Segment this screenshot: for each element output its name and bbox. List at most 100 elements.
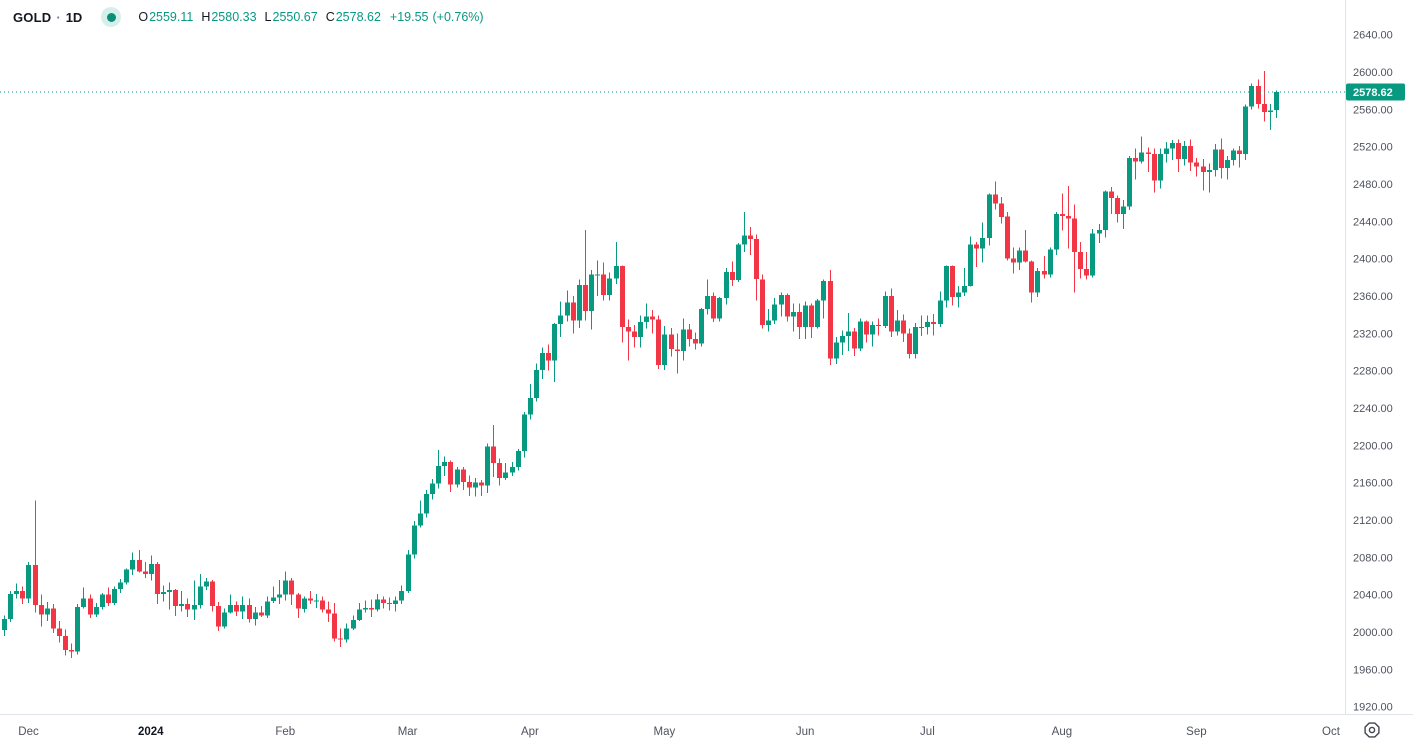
candle bbox=[1194, 157, 1199, 177]
candle bbox=[736, 242, 741, 283]
candle bbox=[344, 623, 349, 643]
candle bbox=[461, 466, 466, 491]
candle bbox=[167, 582, 172, 610]
current-price-value: 2578.62 bbox=[1353, 87, 1393, 99]
candle bbox=[485, 443, 490, 493]
ohlc-readout: O 2559.11 H 2580.33 L 2550.67 C 2578.62 … bbox=[138, 10, 483, 24]
candle bbox=[198, 574, 203, 609]
candle bbox=[161, 585, 166, 602]
price-tick-label: 2360.00 bbox=[1353, 291, 1393, 303]
timeframe-label[interactable]: 1D bbox=[65, 9, 83, 25]
candle bbox=[620, 265, 625, 343]
candle bbox=[546, 344, 551, 371]
candle bbox=[864, 320, 869, 343]
time-scale[interactable]: Dec 2024 Feb Mar Apr May Jun Jul Aug Sep Oct bbox=[18, 726, 1340, 738]
candle bbox=[748, 227, 753, 255]
candle bbox=[907, 328, 912, 359]
price-scale[interactable]: 2640.00 2600.00 2560.00 2520.00 2480.00 2440.… bbox=[1353, 30, 1393, 714]
month-label: Feb bbox=[275, 726, 295, 738]
candle bbox=[503, 463, 508, 480]
month-label: Oct bbox=[1322, 726, 1341, 738]
price-tick-label: 2400.00 bbox=[1353, 254, 1393, 266]
candle bbox=[39, 594, 44, 627]
candle bbox=[234, 601, 239, 617]
candle bbox=[809, 303, 814, 339]
candle bbox=[363, 600, 368, 613]
month-label: Aug bbox=[1052, 726, 1072, 738]
candle bbox=[840, 330, 845, 355]
candle bbox=[1103, 190, 1108, 238]
candle bbox=[705, 279, 710, 315]
price-tick-label: 2480.00 bbox=[1353, 179, 1393, 191]
candle bbox=[149, 555, 154, 581]
candle bbox=[20, 586, 25, 605]
symbol-title[interactable]: GOLD bbox=[13, 9, 52, 25]
candle bbox=[1017, 247, 1022, 270]
candle bbox=[406, 549, 411, 593]
candle bbox=[791, 303, 796, 332]
candle bbox=[277, 579, 282, 605]
candle bbox=[931, 313, 936, 336]
low-label: L bbox=[264, 10, 272, 24]
candle bbox=[1237, 145, 1242, 168]
candle bbox=[730, 261, 735, 286]
candle bbox=[1176, 139, 1181, 172]
price-scale-settings-gear-icon[interactable] bbox=[1364, 722, 1380, 738]
candle bbox=[1078, 241, 1083, 279]
price-tick-label: 2600.00 bbox=[1353, 67, 1393, 79]
candle bbox=[1127, 156, 1132, 211]
candle bbox=[26, 562, 31, 604]
candle bbox=[601, 262, 606, 301]
candle bbox=[583, 229, 588, 321]
candle bbox=[259, 605, 264, 618]
open-value: 2559.11 bbox=[149, 10, 194, 24]
price-tick-label: 2120.00 bbox=[1353, 515, 1393, 527]
candle bbox=[1152, 148, 1157, 193]
candle bbox=[491, 424, 496, 478]
candle bbox=[644, 303, 649, 329]
candle bbox=[1029, 260, 1034, 303]
candle bbox=[265, 596, 270, 619]
candle bbox=[2, 615, 7, 636]
candle bbox=[669, 327, 674, 357]
candle bbox=[938, 291, 943, 327]
candle bbox=[1158, 148, 1163, 189]
candle bbox=[1090, 228, 1095, 278]
candle bbox=[558, 301, 563, 338]
candle bbox=[57, 620, 62, 643]
candle bbox=[1207, 163, 1212, 193]
candle bbox=[889, 288, 894, 338]
candle bbox=[987, 193, 992, 246]
candle bbox=[369, 599, 374, 618]
candle bbox=[283, 571, 288, 601]
candle bbox=[901, 314, 906, 342]
price-tick-label: 2640.00 bbox=[1353, 30, 1393, 42]
candle bbox=[118, 578, 123, 593]
candle bbox=[1072, 204, 1077, 293]
candle bbox=[656, 315, 661, 369]
candle bbox=[1005, 212, 1010, 261]
candle bbox=[332, 603, 337, 642]
candle bbox=[271, 586, 276, 604]
candle bbox=[88, 594, 93, 619]
month-label: May bbox=[654, 726, 676, 738]
candle bbox=[351, 615, 356, 631]
candle bbox=[638, 315, 643, 348]
candle bbox=[925, 315, 930, 335]
candle bbox=[14, 583, 19, 599]
candle bbox=[1182, 141, 1187, 166]
candle bbox=[210, 579, 215, 612]
candle bbox=[632, 325, 637, 348]
candle bbox=[320, 596, 325, 613]
candle bbox=[455, 466, 460, 488]
candle bbox=[192, 580, 197, 620]
candle bbox=[75, 604, 80, 655]
candle bbox=[393, 596, 398, 612]
candle bbox=[204, 577, 209, 591]
candlestick-series[interactable] bbox=[2, 71, 1279, 659]
candle bbox=[1249, 83, 1254, 110]
candle bbox=[919, 315, 924, 337]
candle bbox=[534, 363, 539, 402]
